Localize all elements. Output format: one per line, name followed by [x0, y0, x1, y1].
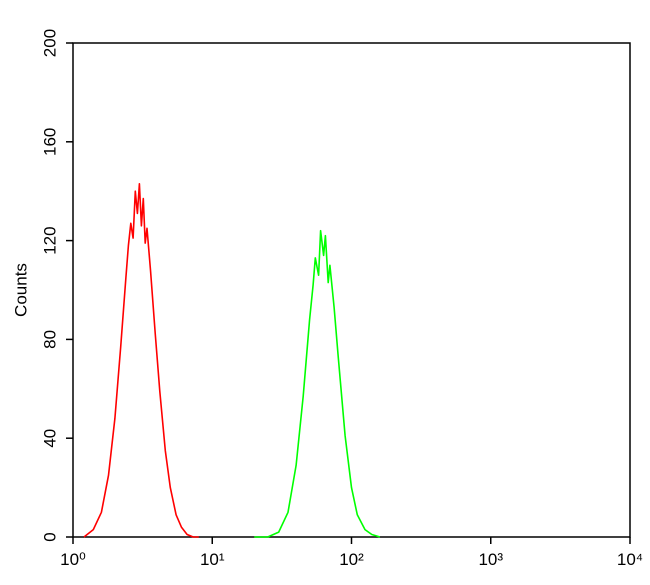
- x-tick-label: 10³: [478, 550, 503, 569]
- y-tick-label: 40: [40, 429, 59, 448]
- y-tick-label: 200: [40, 29, 59, 57]
- y-axis-label: Counts: [11, 263, 30, 317]
- series-line: [83, 183, 199, 538]
- x-tick-label: 10⁴: [617, 550, 643, 569]
- series-line: [254, 229, 381, 538]
- y-tick-label: 120: [40, 226, 59, 254]
- x-tick-label: 10⁰: [60, 550, 86, 569]
- y-tick-label: 0: [40, 532, 59, 541]
- x-tick-label: 10¹: [200, 550, 225, 569]
- x-tick-label: 10²: [339, 550, 364, 569]
- y-tick-label: 160: [40, 128, 59, 156]
- y-tick-label: 80: [40, 330, 59, 349]
- plot-frame: [72, 42, 631, 538]
